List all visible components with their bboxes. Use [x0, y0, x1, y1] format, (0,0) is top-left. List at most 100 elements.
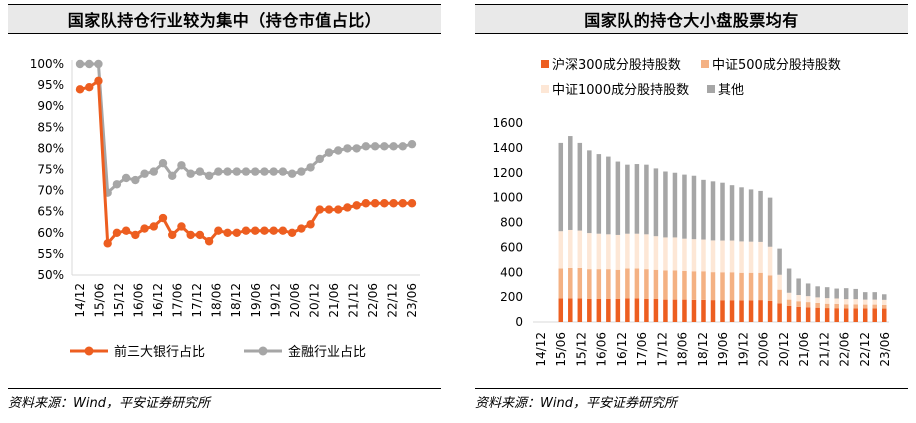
bar-segment — [805, 283, 811, 297]
bar-segment — [701, 179, 706, 240]
data-point — [361, 199, 371, 208]
legend-label: 中证500成分股持股数 — [712, 58, 841, 73]
x-tick-label: 19/06 — [249, 283, 263, 318]
legend-label: 中证1000成分股持股数 — [552, 83, 689, 98]
bar-segment — [767, 246, 773, 276]
data-point — [232, 167, 241, 176]
bar-segment — [625, 268, 630, 299]
bar-segment — [644, 234, 649, 270]
bar-segment — [653, 236, 659, 270]
x-tick-label: 16/06 — [132, 283, 146, 318]
y-tick-label: 1200 — [492, 166, 523, 180]
x-tick-label: 15/06 — [554, 332, 568, 367]
data-point — [204, 237, 214, 246]
data-point — [75, 85, 85, 94]
bar-segment — [834, 308, 839, 322]
data-point — [177, 161, 186, 170]
bar-segment — [672, 172, 678, 238]
x-tick-label: 23/06 — [878, 332, 892, 367]
bar-segment — [596, 298, 602, 322]
bar-segment — [625, 164, 630, 234]
data-point — [361, 142, 371, 151]
stacked-bar-chart: 1600 1400 1200 1000 800 600 400 200 0 14/12 15/06 1… — [492, 57, 892, 367]
data-point — [186, 230, 195, 240]
data-point — [334, 146, 343, 155]
data-point — [306, 163, 315, 172]
bar-segment — [843, 299, 849, 305]
bar-segment — [862, 308, 868, 322]
bar-segment — [644, 269, 649, 299]
bar-segment — [786, 268, 792, 293]
bar-segment — [710, 181, 716, 241]
data-point — [232, 228, 241, 237]
bar-segment — [701, 271, 706, 300]
bar-segment — [748, 300, 754, 322]
data-point — [343, 203, 352, 212]
data-point — [94, 59, 103, 69]
bar-segment — [777, 248, 782, 275]
data-point — [297, 224, 306, 233]
x-tick-label: 19/12 — [736, 332, 750, 367]
bar-segment — [786, 305, 792, 322]
data-point — [214, 167, 223, 176]
bar-segment — [587, 269, 592, 299]
data-point — [158, 158, 168, 168]
x-tick-label: 15/12 — [574, 332, 588, 367]
x-tick-label: 22/06 — [838, 332, 852, 367]
bar-segment — [739, 300, 744, 322]
bar-segment — [739, 272, 744, 301]
y-tick-label: 200 — [500, 290, 523, 304]
bar-segment — [843, 288, 849, 300]
x-tick-label: 19/06 — [716, 332, 730, 367]
x-tick-label: 17/06 — [635, 332, 649, 367]
bar-segment — [758, 300, 763, 322]
x-tick-label: 20/12 — [307, 283, 321, 318]
bar-segment — [644, 298, 649, 322]
data-point — [241, 167, 251, 176]
data-point — [315, 205, 324, 214]
y-tick-label: 65% — [37, 205, 64, 219]
bar-segment — [815, 286, 820, 298]
line-chart: 100% 95% 90% 85% 80% 75% 70% 65% 60% 55% 50% 14/12 1… — [30, 57, 420, 360]
data-point — [186, 169, 195, 178]
bar-segment — [625, 233, 630, 269]
bar-segment — [606, 234, 611, 270]
data-point — [195, 230, 205, 240]
bar-segment — [682, 271, 687, 300]
x-tick-label: 20/06 — [288, 283, 302, 318]
data-point — [352, 144, 361, 153]
bar-segment — [577, 230, 583, 268]
bar-segment — [834, 298, 839, 304]
legend-swatch — [541, 60, 549, 68]
bar-segment — [558, 268, 564, 299]
bar-segment — [634, 233, 640, 269]
x-tick-label: 16/06 — [595, 332, 609, 367]
bar-segment — [881, 308, 887, 322]
bar-segment — [862, 299, 868, 305]
data-point — [112, 228, 122, 237]
bar-segment — [710, 300, 716, 322]
bar-segment — [672, 237, 678, 271]
bar-segment — [796, 306, 801, 322]
x-tick-label: 21/12 — [346, 283, 360, 318]
bar-segment — [587, 150, 592, 234]
legend-label: 其他 — [718, 83, 744, 98]
bar-segment — [786, 299, 792, 306]
x-tick-label: 20/06 — [757, 332, 771, 367]
y-tick-label: 75% — [37, 163, 64, 177]
data-point — [168, 171, 177, 181]
data-point — [343, 144, 352, 153]
bar-segment — [872, 299, 877, 305]
bar-segment — [872, 292, 877, 300]
bar-segment — [729, 300, 735, 322]
x-tick-label: 18/12 — [229, 283, 243, 318]
right-chart-source: 资料来源：Wind，平安证券研究所 — [475, 388, 908, 411]
bar-segment — [758, 241, 763, 273]
bar-segment — [872, 304, 877, 309]
bar-segment — [720, 182, 725, 241]
data-point — [223, 228, 232, 237]
data-point — [140, 169, 149, 178]
bar-segment — [843, 308, 849, 322]
bar-segment — [691, 299, 697, 322]
bar-segment — [815, 302, 820, 308]
